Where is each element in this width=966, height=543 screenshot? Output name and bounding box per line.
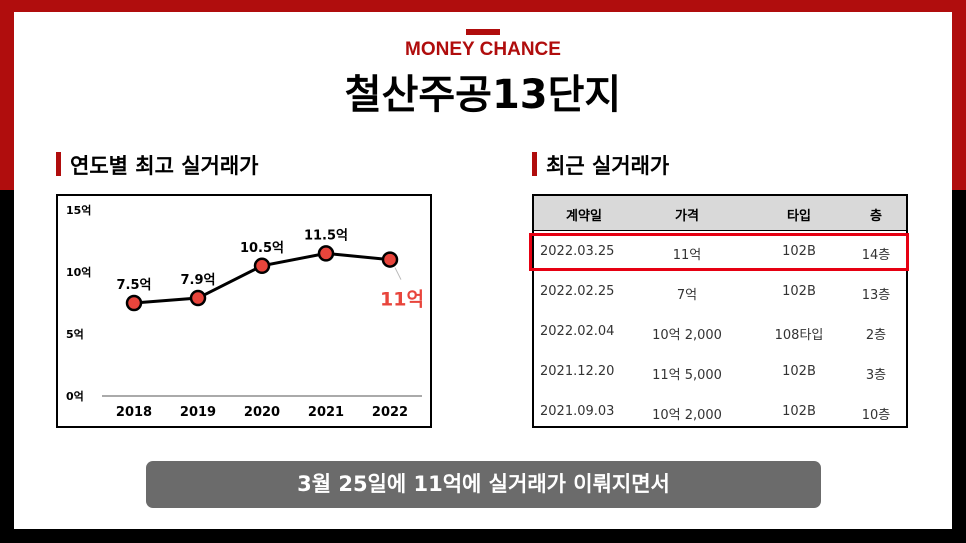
recent-price-table: 계약일 가격 타입 층 2022.03.25 11억 102B 14층 2022…: [529, 194, 909, 428]
caption-banner: 3월 25일에 11억에 실거래가 이뤄지면서: [146, 461, 821, 508]
cell-price: 10억 2,000: [652, 408, 722, 423]
brand-accent-bar: [466, 29, 500, 35]
table-header: 계약일 가격 타입 층: [534, 196, 906, 231]
cell-date: 2022.03.25: [540, 244, 615, 259]
table-row: 2022.03.25 11억 102B 14층: [534, 232, 906, 272]
data-point: [189, 289, 207, 307]
chart-svg: 0억 5억 10억 15억 2018 2019 2020 2021 2022 7.5억 7.9억 10…: [66, 204, 424, 420]
data-point: [125, 294, 143, 312]
recent-price-title: 최근 실거래가: [532, 150, 669, 180]
x-tick-label: 2020: [244, 405, 280, 420]
highlight-leader-line: [394, 267, 402, 280]
cell-date: 2022.02.04: [540, 324, 615, 339]
x-tick-label: 2019: [180, 405, 216, 420]
yearly-max-price-title: 연도별 최고 실거래가: [56, 150, 259, 180]
cell-price: 11억 5,000: [652, 368, 722, 383]
cell-floor: 2층: [865, 328, 887, 343]
table-row: 2021.09.03 10억 2,000 102B 10층: [534, 392, 906, 432]
cell-type: 102B: [782, 404, 816, 419]
header-type: 타입: [787, 209, 811, 224]
data-point: [381, 251, 399, 268]
cell-date: 2021.12.20: [540, 364, 615, 379]
data-point: [253, 257, 271, 275]
x-tick-label: 2022: [372, 405, 408, 420]
cell-date: 2021.09.03: [540, 404, 615, 419]
x-tick-label: 2018: [116, 405, 152, 420]
header-contract-date: 계약일: [566, 209, 602, 224]
table-row: 2022.02.04 10억 2,000 108타입 2층: [534, 312, 906, 352]
data-label: 11.5억: [304, 228, 348, 243]
page-title: 철산주공13단지: [344, 72, 622, 118]
brand-name: MONEY CHANCE: [405, 39, 561, 60]
cell-floor: 14층: [861, 248, 891, 263]
cell-type: 102B: [782, 364, 816, 379]
cell-price: 10억 2,000: [652, 328, 722, 343]
data-label: 10.5억: [240, 241, 284, 256]
cell-floor: 10층: [861, 408, 891, 423]
data-point: [317, 245, 335, 262]
cell-type: 108타입: [774, 328, 824, 343]
cell-date: 2022.02.25: [540, 284, 615, 299]
table-row: 2022.02.25 7억 102B 13층: [534, 272, 906, 312]
cell-floor: 3층: [865, 368, 887, 383]
cell-type: 102B: [782, 244, 816, 259]
data-label: 7.5억: [117, 278, 152, 293]
y-tick-label: 10억: [66, 266, 91, 279]
y-tick-label: 5억: [66, 328, 84, 341]
x-tick-label: 2021: [308, 405, 344, 420]
highlight-data-label: 11억: [380, 289, 424, 311]
y-tick-label: 15억: [66, 204, 91, 217]
header-price: 가격: [675, 209, 699, 224]
yearly-price-chart: 0억 5억 10억 15억 2018 2019 2020 2021 2022 7.5억 7.9억 10…: [56, 194, 432, 428]
cell-type: 102B: [782, 284, 816, 299]
data-label: 7.9억: [181, 273, 216, 288]
table-row: 2021.12.20 11억 5,000 102B 3층: [534, 352, 906, 392]
header-floor: 층: [870, 209, 882, 224]
y-tick-label: 0억: [66, 390, 84, 403]
cell-floor: 13층: [861, 288, 891, 303]
cell-price: 11억: [672, 248, 702, 263]
cell-price: 7억: [676, 288, 698, 303]
